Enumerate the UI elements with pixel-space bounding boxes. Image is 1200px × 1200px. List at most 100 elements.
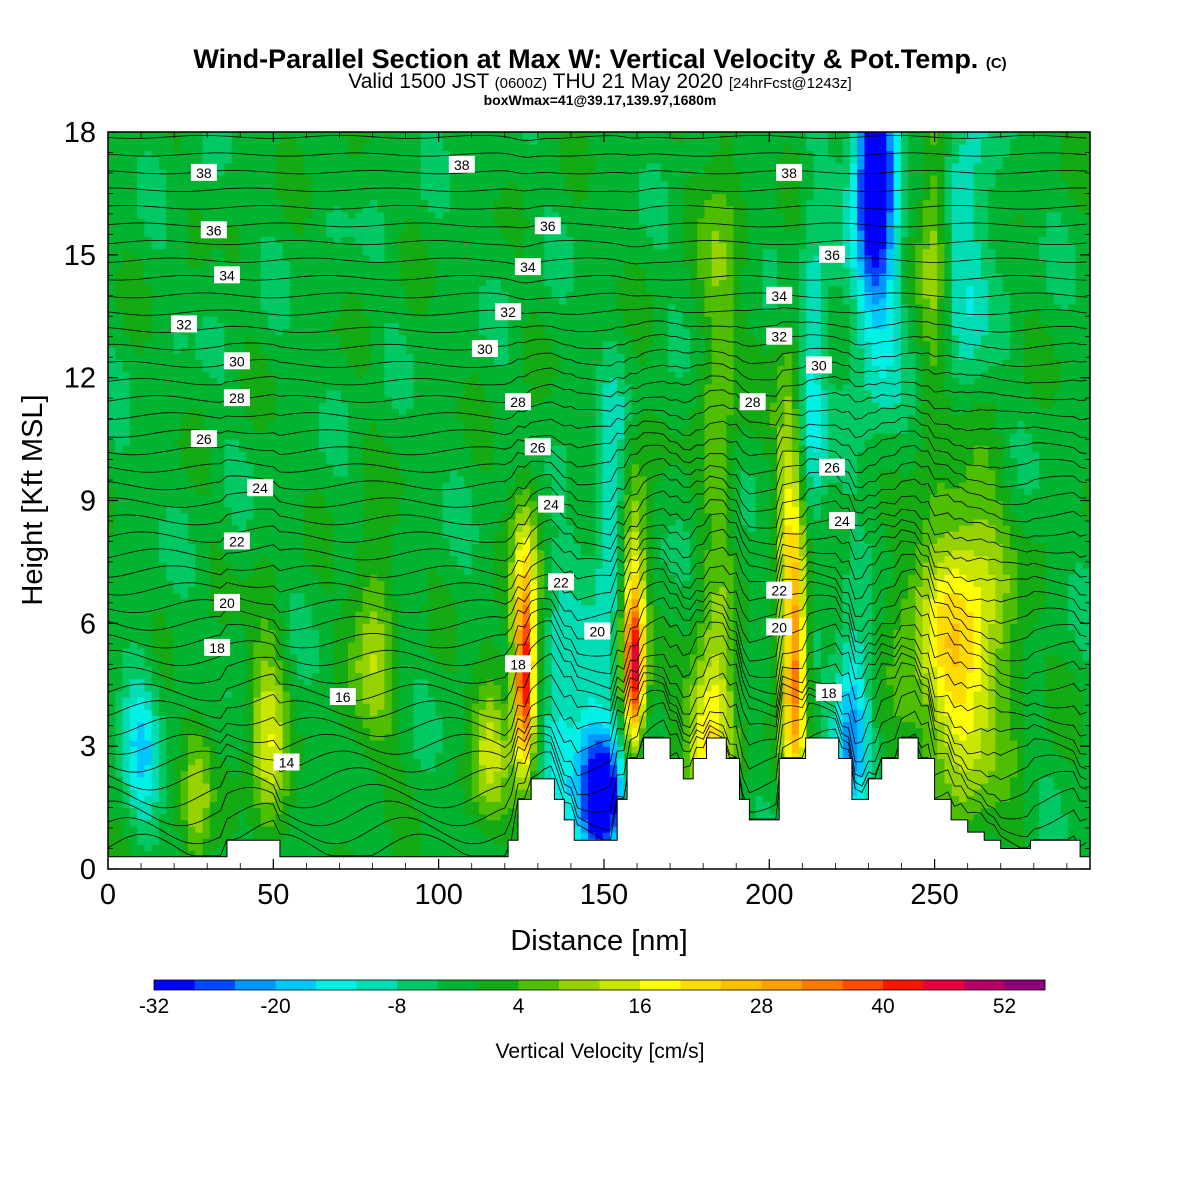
field-cell [362,328,371,336]
field-cell [108,488,116,495]
field-cell [129,807,138,815]
field-cell [289,586,298,594]
field-cell [122,150,131,158]
field-cell [289,162,298,170]
field-cell [268,690,276,698]
field-cell [173,672,182,680]
field-cell [115,414,124,422]
field-cell [253,518,262,526]
field-cell [202,561,211,569]
field-cell [217,568,225,575]
field-cell [304,783,313,790]
field-cell [318,340,327,348]
field-cell [304,218,313,225]
field-cell [217,740,225,747]
field-cell [224,205,233,213]
field-cell [326,365,335,373]
field-cell [202,752,211,759]
field-cell [377,568,385,575]
field-cell [151,156,160,164]
field-cell [348,641,356,649]
field-cell [260,205,269,213]
field-cell [326,322,335,330]
field-cell [253,807,262,815]
field-cell [195,586,204,594]
field-cell [348,752,356,759]
field-cell [355,512,364,520]
field-cell [297,205,305,213]
field-cell [231,733,240,741]
field-cell [377,500,385,508]
field-cell [188,248,196,256]
field-cell [144,525,153,532]
field-cell [304,721,313,729]
field-cell [108,586,116,594]
field-cell [289,359,298,366]
field-cell [202,629,211,637]
field-cell [340,574,349,581]
field-cell [355,795,364,802]
field-cell [377,580,385,587]
field-cell [326,752,335,759]
field-cell [384,328,393,336]
field-cell [253,678,262,686]
field-cell [180,783,189,790]
field-cell [122,568,131,575]
field-cell [180,445,189,452]
field-cell [391,703,400,710]
field-cell [304,445,313,452]
field-cell [289,316,298,323]
field-cell [260,733,269,741]
field-cell [166,267,175,274]
field-cell [333,813,342,821]
field-cell [253,414,262,422]
field-cell [108,347,116,354]
field-cell [369,660,378,667]
field-cell [355,463,364,471]
field-cell [369,518,378,526]
field-cell [326,451,335,459]
field-cell [180,764,189,772]
field-cell [158,193,167,201]
field-cell [180,267,189,274]
field-cell [166,261,175,268]
field-cell [340,279,349,287]
field-cell [129,617,138,624]
field-cell [166,273,175,280]
field-cell [137,494,145,502]
field-cell [246,328,255,336]
field-cell [253,383,262,391]
field-cell [246,230,255,237]
field-cell [115,746,124,753]
field-cell [333,365,342,373]
field-cell [122,832,131,839]
field-cell [115,304,124,311]
field-cell [209,297,218,305]
field-cell [246,586,255,594]
field-cell [137,832,145,839]
field-cell [108,132,116,139]
field-cell [195,254,204,262]
field-cell [129,660,138,667]
field-cell [108,543,116,551]
field-cell [362,482,371,489]
field-cell [326,175,335,182]
field-cell [122,770,131,778]
field-cell [297,475,305,483]
field-cell [311,304,320,311]
field-cell [384,236,393,244]
field-cell [384,733,393,741]
field-cell [333,316,342,323]
field-cell [348,187,356,194]
field-cell [158,426,167,434]
field-cell [391,832,400,839]
field-cell [268,199,276,207]
field-cell [275,353,284,360]
field-cell [238,512,247,520]
field-cell [297,752,305,759]
field-cell [289,439,298,446]
field-cell [355,580,364,587]
field-cell [297,230,305,237]
field-cell [202,475,211,483]
field-cell [399,819,407,827]
